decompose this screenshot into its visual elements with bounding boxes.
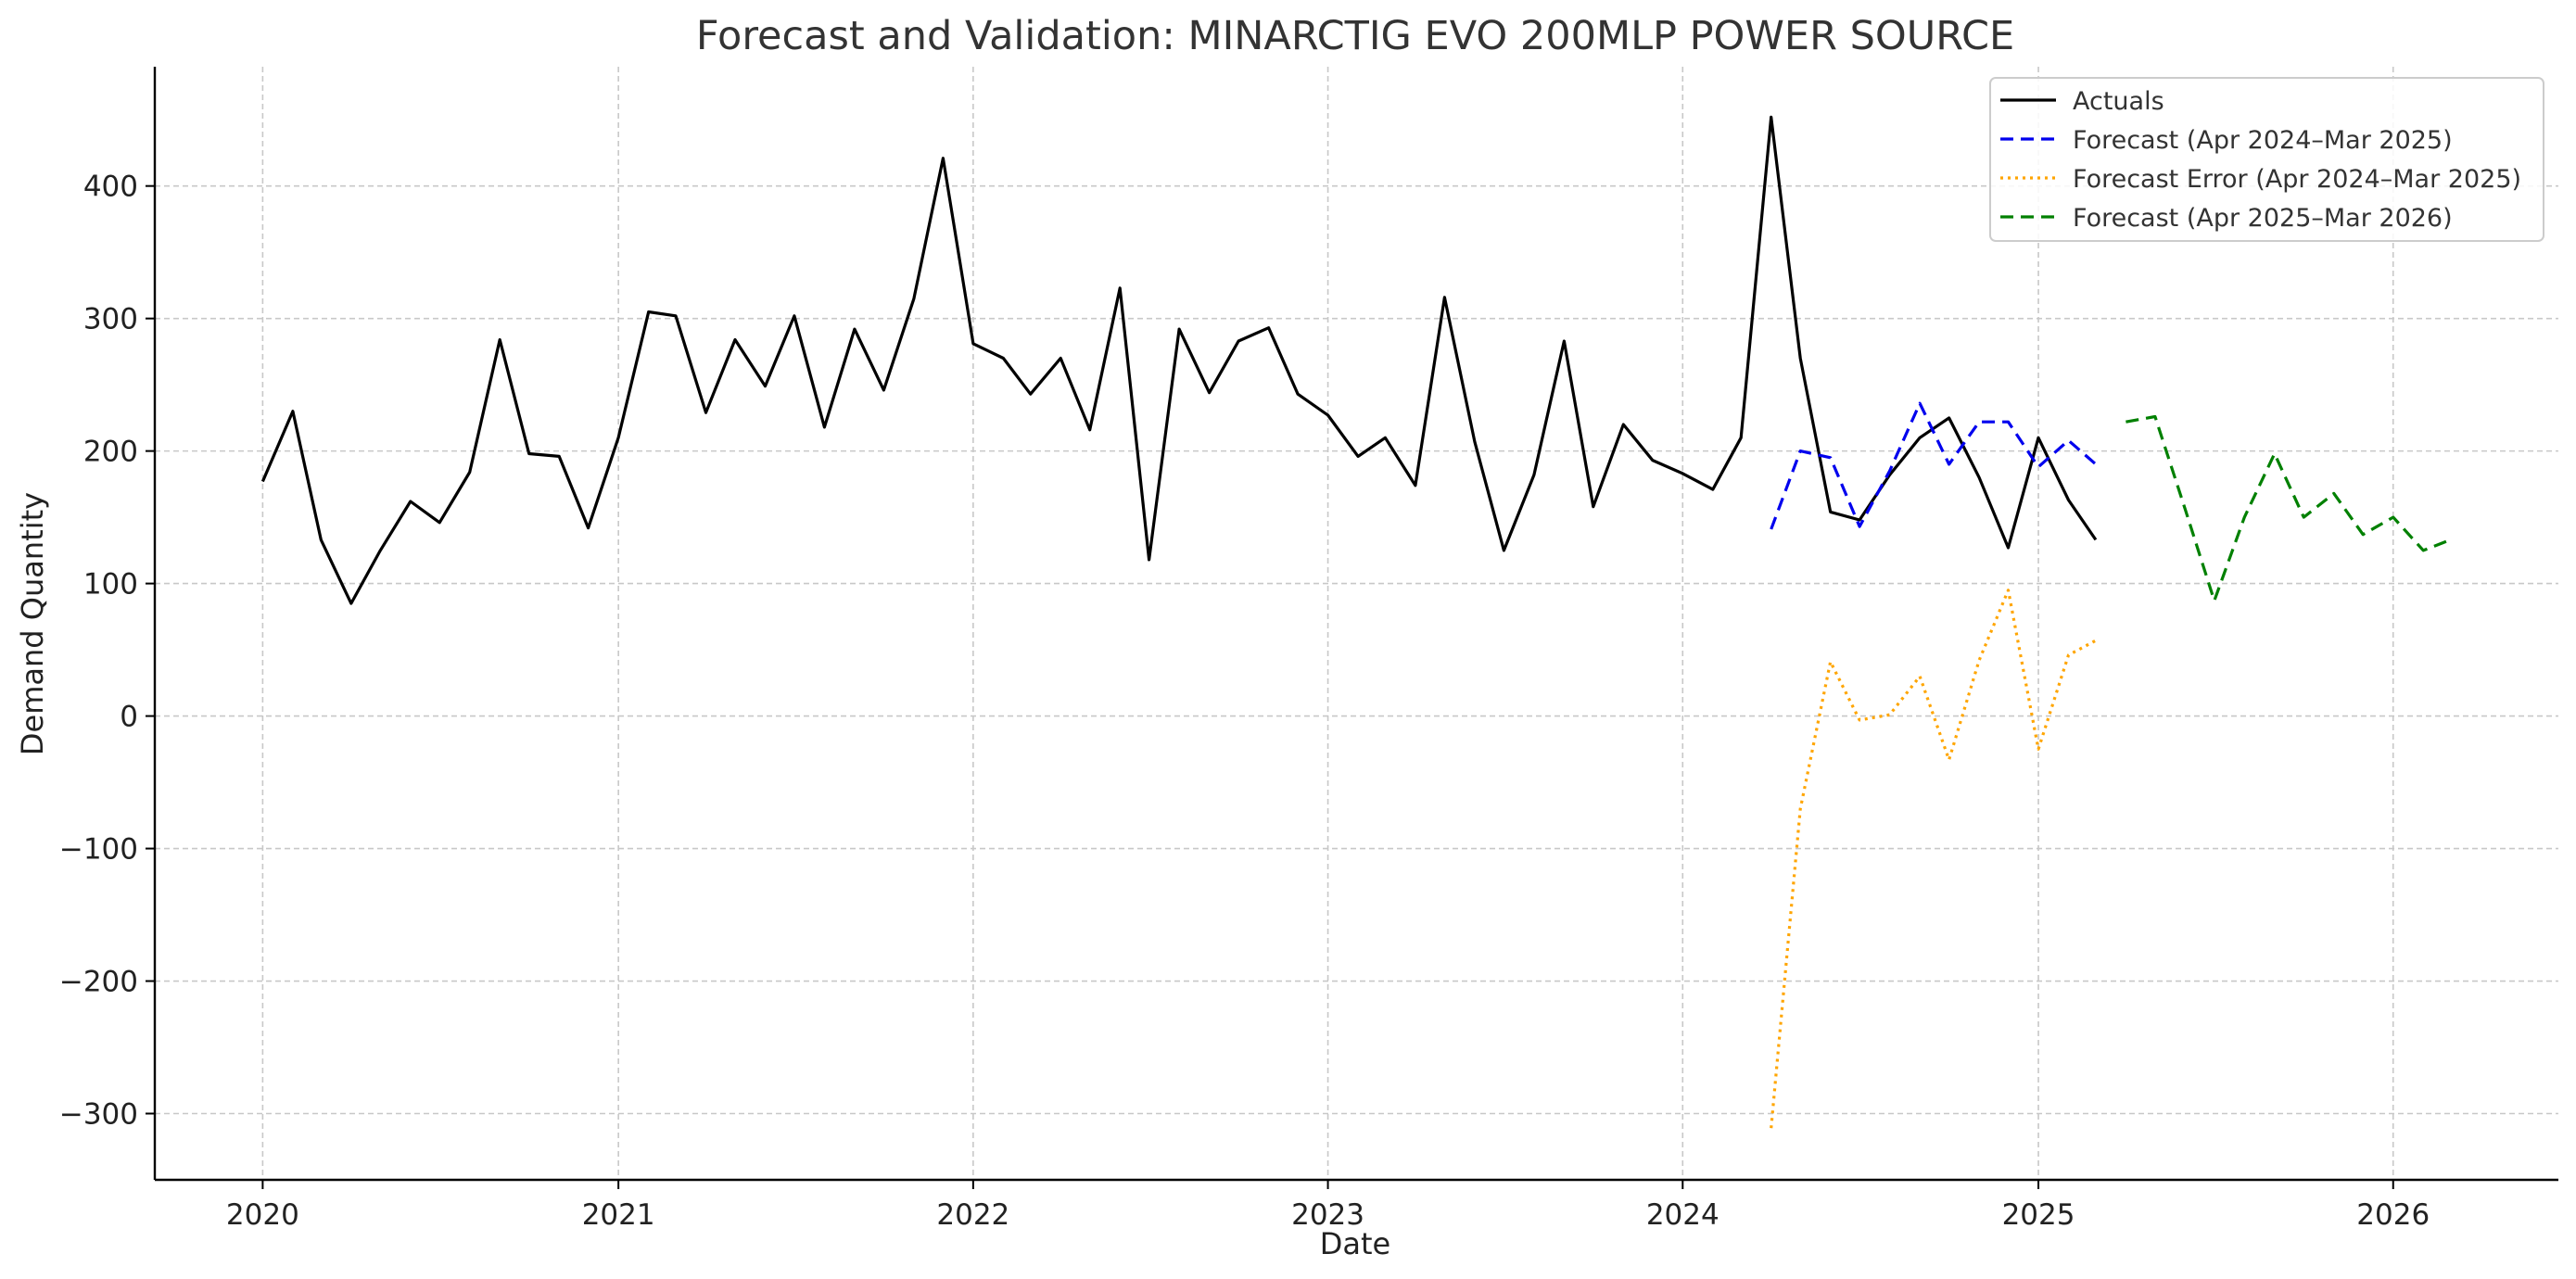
y-tick-label: 400 bbox=[83, 171, 138, 204]
series-line-2 bbox=[1770, 401, 2097, 530]
legend-label: Forecast (Apr 2025–Mar 2026) bbox=[2073, 204, 2453, 233]
legend-label: Actuals bbox=[2073, 87, 2164, 116]
legend: Actuals Forecast (Apr 2024–Mar 2025) Forec… bbox=[1989, 77, 2544, 242]
y-tick-label: −100 bbox=[59, 833, 138, 867]
y-tick-label: −300 bbox=[59, 1098, 138, 1132]
y-axis-title: Demand Quantity bbox=[15, 492, 50, 755]
series-lines bbox=[260, 115, 2452, 1129]
series-line-4 bbox=[2126, 414, 2452, 602]
series-line-3 bbox=[1770, 589, 2097, 1129]
x-axis-ticks: 2020 2021 2022 2023 2024 2025 2026 bbox=[226, 1180, 2430, 1232]
x-tick-label: 2020 bbox=[226, 1198, 299, 1232]
series-line-1 bbox=[260, 115, 2098, 605]
y-tick-label: 300 bbox=[83, 303, 138, 336]
x-tick-label: 2023 bbox=[1291, 1198, 1364, 1232]
chart-title: Forecast and Validation: MINARCTIG EVO 2… bbox=[696, 13, 2014, 59]
x-axis-title: Date bbox=[1320, 1226, 1390, 1261]
legend-frame bbox=[1989, 77, 2544, 242]
y-tick-label: 200 bbox=[83, 436, 138, 469]
x-tick-label: 2024 bbox=[1646, 1198, 1719, 1232]
y-tick-label: 0 bbox=[120, 701, 138, 734]
x-tick-label: 2022 bbox=[936, 1198, 1009, 1232]
legend-label: Forecast (Apr 2024–Mar 2025) bbox=[2073, 126, 2453, 155]
x-tick-label: 2025 bbox=[2002, 1198, 2075, 1232]
x-tick-label: 2026 bbox=[2356, 1198, 2430, 1232]
y-tick-label: 100 bbox=[83, 568, 138, 602]
y-tick-label: −200 bbox=[59, 966, 138, 999]
y-axis-ticks: −300 −200 −100 0 100 200 300 400 bbox=[59, 171, 155, 1132]
axes bbox=[153, 67, 2558, 1182]
legend-label: Forecast Error (Apr 2024–Mar 2025) bbox=[2073, 165, 2521, 194]
x-tick-label: 2021 bbox=[582, 1198, 655, 1232]
grid bbox=[155, 67, 2558, 1180]
